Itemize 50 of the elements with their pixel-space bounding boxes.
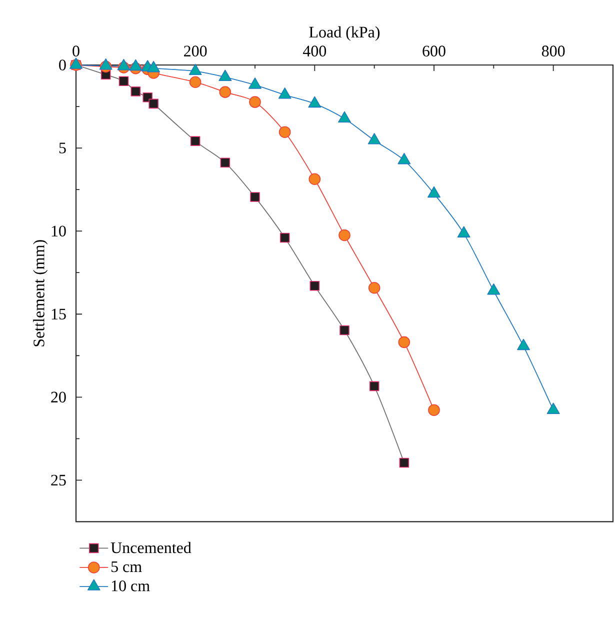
y-tick-label: 0 (59, 60, 66, 70)
point (399, 458, 410, 468)
x-tick-label: 800 (542, 46, 565, 56)
point (310, 280, 320, 291)
point (368, 133, 381, 144)
x-tick-label: 400 (302, 46, 326, 56)
point (130, 86, 141, 96)
x-tick-label: 0 (72, 46, 80, 56)
point (189, 76, 202, 88)
point (118, 76, 129, 86)
point (248, 78, 262, 89)
point (398, 152, 411, 164)
y-tick-label: 15 (52, 308, 66, 320)
legend-label: 10 cm (112, 580, 150, 592)
point (457, 226, 470, 238)
legend-label: Uncemented (110, 542, 192, 554)
point (369, 381, 380, 392)
point (308, 173, 321, 185)
point (190, 136, 200, 146)
x-axis-title: Load (kPa) (309, 26, 380, 41)
point (428, 186, 440, 198)
point (398, 336, 410, 348)
point (250, 192, 260, 202)
point (338, 229, 350, 242)
point (148, 98, 158, 109)
point (220, 158, 230, 168)
point (218, 70, 232, 82)
y-tick-label: 5 (59, 142, 66, 154)
x-tick-label: 600 (422, 46, 446, 56)
point (308, 96, 322, 108)
point (117, 58, 130, 70)
y-axis-title: Settlement (mm) (33, 240, 48, 346)
point (219, 86, 232, 98)
point (340, 325, 350, 336)
y-tick-label: 10 (52, 226, 66, 236)
point (368, 282, 380, 294)
point (278, 126, 291, 138)
point (280, 232, 290, 243)
point (147, 60, 160, 72)
point (249, 96, 261, 108)
point (428, 404, 440, 416)
point (338, 111, 351, 123)
point (188, 64, 202, 76)
point (278, 88, 292, 99)
point (99, 58, 112, 70)
point (129, 59, 142, 71)
legend-label: 5 cm (111, 561, 142, 572)
y-tick-label: 25 (51, 474, 66, 486)
x-tick-label: 200 (184, 46, 207, 56)
y-tick-label: 20 (51, 392, 66, 403)
